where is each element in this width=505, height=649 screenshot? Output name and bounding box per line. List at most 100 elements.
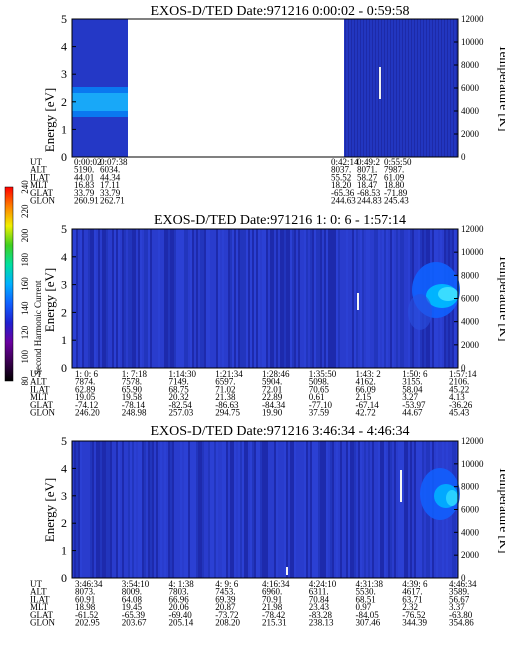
panel-3-heatmap (72, 441, 460, 578)
heatmap-column (386, 441, 388, 578)
ephemeris-cell: 8037. (331, 165, 351, 175)
heatmap-column (392, 229, 394, 368)
ephemeris-cell: 58.27 (357, 172, 378, 182)
heatmap-column (220, 229, 222, 368)
ephemeris-cell: 8009. (122, 587, 142, 597)
heatmap-blob (446, 490, 458, 506)
heatmap-column (276, 441, 278, 578)
heatmap-column (366, 229, 368, 368)
heatmap-column (240, 441, 242, 578)
heatmap-column (374, 441, 376, 578)
heatmap-column (206, 441, 208, 578)
heatmap-column (72, 441, 74, 578)
panel-1-spike (379, 67, 381, 99)
heatmap-column (78, 229, 80, 368)
heatmap-column (258, 441, 260, 578)
ephemeris-cell: 7987. (384, 165, 404, 175)
heatmap-column (308, 229, 310, 368)
heatmap-column (368, 441, 370, 578)
heatmap-column (276, 229, 278, 368)
ephemeris-cell: 20.06 (169, 602, 190, 612)
heatmap-column (386, 229, 388, 368)
ephemeris-cell: 18.98 (75, 602, 96, 612)
heatmap-column (146, 441, 148, 578)
heatmap-column (84, 229, 86, 368)
heatmap-column (372, 229, 374, 368)
heatmap-column (236, 441, 238, 578)
heatmap-column (420, 441, 422, 578)
heatmap-column (350, 229, 352, 368)
ephemeris-row-label: ILAT (30, 172, 50, 182)
heatmap-column (222, 441, 224, 578)
colorbar-tick-label: 140 (20, 301, 30, 315)
panel-2-ylabel: Energy [eV] (42, 268, 57, 332)
heatmap-column (284, 229, 286, 368)
heatmap-column (326, 229, 328, 368)
heatmap-column (118, 441, 120, 578)
heatmap-column (406, 229, 408, 368)
heatmap-column (374, 229, 376, 368)
heatmap-column (298, 441, 300, 578)
heatmap-column (306, 441, 308, 578)
heatmap-column (186, 229, 188, 368)
colorbar-tick-label: 180 (20, 253, 30, 267)
heatmap-column (404, 441, 406, 578)
heatmap-column (130, 441, 132, 578)
heatmap-column (360, 229, 362, 368)
colorbar-label: Second Harmonic Current (33, 280, 43, 375)
ephemeris-cell: 3:54:10 (122, 579, 150, 589)
panel-1-heatmap (72, 19, 458, 157)
heatmap-column (390, 229, 392, 368)
heatmap-column (278, 441, 280, 578)
heatmap-column (338, 441, 340, 578)
ephemeris-cell: 33.79 (100, 188, 121, 198)
ephemeris-cell: 354.86 (449, 618, 474, 628)
ephemeris-cell: 5190. (74, 165, 94, 175)
heatmap-column (184, 229, 186, 368)
heatmap-column (354, 229, 356, 368)
heatmap-column (350, 441, 352, 578)
heatmap-column (370, 441, 372, 578)
ephemeris-cell: 70.84 (309, 594, 330, 604)
heatmap-column (182, 441, 184, 578)
y2-tick-label: 0 (461, 152, 466, 162)
y2-tick-label: 8000 (461, 60, 480, 70)
ephemeris-row-label: GLAT (30, 188, 53, 198)
y2-tick-label: 6000 (461, 505, 480, 515)
heatmap-column (366, 441, 368, 578)
y-tick-label: 2 (61, 305, 67, 319)
heatmap-column (302, 441, 304, 578)
heatmap-column (132, 441, 134, 578)
y2-tick-label: 10000 (461, 459, 484, 469)
heatmap-column (82, 229, 84, 368)
colorbar-tick-label: 240 (20, 180, 30, 194)
heatmap-column (124, 229, 126, 368)
y-tick-label: 4 (61, 461, 67, 475)
ephemeris-cell: 203.67 (122, 618, 147, 628)
panel-1-data-block-right (344, 19, 458, 157)
heatmap-column (110, 441, 112, 578)
heatmap-column (128, 441, 130, 578)
heatmap-column (278, 229, 280, 368)
ephemeris-cell: 21.98 (262, 602, 283, 612)
y2-tick-label: 6000 (461, 294, 480, 304)
panel-1-band-core (72, 93, 128, 111)
heatmap-column (214, 441, 216, 578)
heatmap-column (346, 229, 348, 368)
ephemeris-cell: 45.22 (449, 384, 469, 394)
ephemeris-cell: -53.97 (402, 400, 426, 410)
ephemeris-row-label: GLON (30, 408, 55, 418)
ephemeris-cell: 64.08 (122, 594, 143, 604)
heatmap-column (126, 441, 128, 578)
ephemeris-cell: 19.45 (122, 602, 143, 612)
heatmap-column (252, 441, 254, 578)
heatmap-column (164, 441, 166, 578)
heatmap-column (152, 229, 154, 368)
heatmap-column (182, 229, 184, 368)
heatmap-column (322, 229, 324, 368)
ephemeris-cell: 257.03 (169, 408, 194, 418)
heatmap-column (262, 229, 264, 368)
heatmap-column (394, 441, 396, 578)
y-tick-label: 4 (61, 40, 67, 54)
y-tick-label: 0 (61, 150, 67, 164)
